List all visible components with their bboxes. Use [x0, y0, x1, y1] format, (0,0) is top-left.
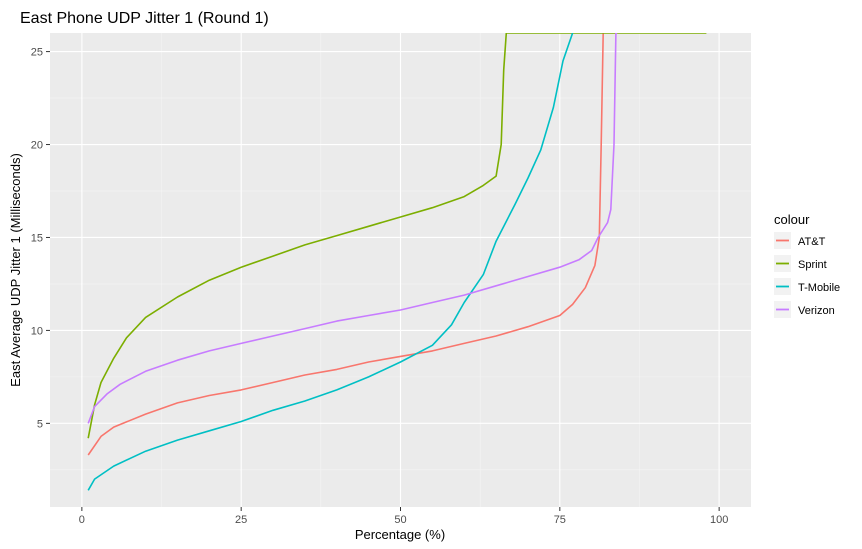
legend-label-sprint: Sprint — [798, 259, 827, 271]
legend-label-t-mobile: T-Mobile — [798, 282, 840, 294]
y-tick-label: 5 — [37, 418, 43, 430]
legend-label-verizon: Verizon — [798, 305, 835, 317]
y-tick-label: 10 — [31, 325, 43, 337]
series-line-at-t — [87, 33, 604, 456]
series-line-t-mobile — [87, 33, 574, 491]
axis-ticks: 0 25 50 75 100 5 10 15 20 25 — [31, 47, 729, 526]
y-axis-title: East Average UDP Jitter 1 (Milliseconds) — [8, 153, 23, 387]
legend-title: colour — [774, 212, 810, 227]
y-tick-label: 25 — [31, 47, 43, 59]
x-axis-title: Percentage (%) — [355, 527, 445, 542]
series-line-sprint — [87, 33, 707, 439]
series-line-verizon — [87, 33, 618, 424]
grid — [50, 33, 751, 507]
y-tick-label: 20 — [31, 140, 43, 152]
y-tick-label: 15 — [31, 232, 43, 244]
legend: colour AT&T Sprint T-Mobile Verizon — [774, 212, 840, 318]
x-tick-label: 25 — [235, 514, 247, 526]
x-tick-label: 0 — [79, 514, 85, 526]
x-tick-label: 100 — [710, 514, 728, 526]
x-tick-label: 75 — [554, 514, 566, 526]
x-tick-label: 50 — [394, 514, 406, 526]
chart-title: East Phone UDP Jitter 1 (Round 1) — [20, 10, 269, 27]
series-lines — [87, 33, 707, 491]
legend-label-at-t: AT&T — [798, 236, 826, 248]
